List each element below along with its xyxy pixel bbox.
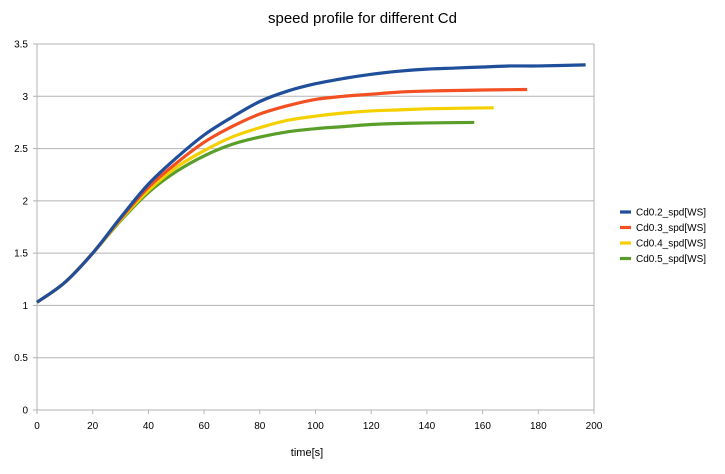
y-tick-label: 0 [22, 406, 28, 417]
y-tick-label: 1 [22, 301, 28, 312]
legend-label: Cd0.4_spd[WS] [636, 239, 706, 250]
legend-label: Cd0.2_spd[WS] [636, 208, 706, 219]
y-tick-label: 3 [22, 92, 28, 103]
x-tick-label: 200 [586, 421, 603, 432]
axis-layer: 0 0.5 1 1.5 2 2.5 3 3.5 0 20 40 60 80 100 120 140 160 180… [14, 40, 603, 433]
x-tick-label: 20 [87, 421, 99, 432]
y-tick-label: 3.5 [14, 40, 28, 51]
series-line-4 [36, 120, 475, 304]
x-tick-label: 100 [307, 421, 324, 432]
legend: Cd0.2_spd[WS] Cd0.3_spd[WS] Cd0.4_spd[WS] C… [620, 208, 706, 265]
y-tick-label: 2 [22, 196, 28, 207]
y-tick-label: 2.5 [14, 144, 28, 155]
x-tick-label: 140 [419, 421, 436, 432]
legend-label: Cd0.5_spd[WS] [636, 254, 706, 265]
series-line-1 [36, 63, 586, 304]
x-tick-label: 60 [199, 421, 211, 432]
x-tick-label: 160 [474, 421, 491, 432]
y-tick-label: 1.5 [14, 249, 28, 260]
y-tick-label: 0.5 [14, 353, 28, 364]
x-tick-label: 80 [254, 421, 266, 432]
x-tick-label: 120 [363, 421, 380, 432]
series-layer [36, 63, 586, 304]
chart-title: speed profile for different Cd [267, 10, 457, 27]
x-tick-label: 180 [530, 421, 547, 432]
x-axis-label: time[s] [291, 447, 323, 459]
legend-label: Cd0.3_spd[WS] [636, 223, 706, 234]
x-tick-label: 0 [34, 421, 40, 432]
x-tick-label: 40 [143, 421, 155, 432]
